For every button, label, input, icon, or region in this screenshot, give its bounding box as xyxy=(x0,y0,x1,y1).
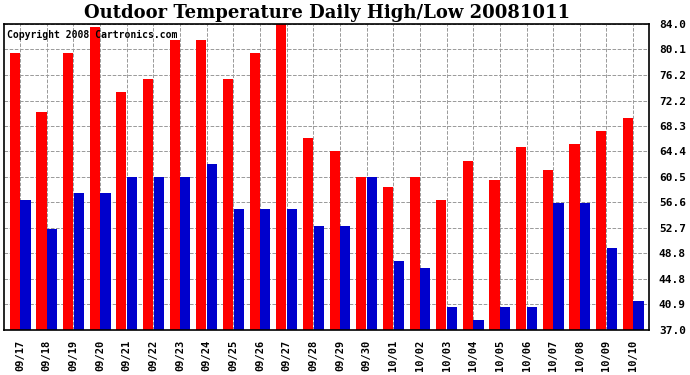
Bar xyxy=(170,40,180,330)
Bar xyxy=(367,177,377,330)
Bar xyxy=(303,138,313,330)
Bar xyxy=(569,144,580,330)
Bar xyxy=(223,79,233,330)
Bar xyxy=(393,261,404,330)
Bar xyxy=(313,226,324,330)
Bar xyxy=(607,249,617,330)
Bar xyxy=(90,27,100,330)
Bar xyxy=(100,193,110,330)
Bar xyxy=(127,177,137,330)
Bar xyxy=(447,307,457,330)
Bar xyxy=(250,53,259,330)
Bar xyxy=(154,177,164,330)
Bar xyxy=(489,180,500,330)
Bar xyxy=(543,170,553,330)
Bar xyxy=(633,300,644,330)
Bar xyxy=(330,151,339,330)
Bar xyxy=(37,112,46,330)
Bar xyxy=(207,164,217,330)
Bar xyxy=(463,160,473,330)
Bar xyxy=(473,320,484,330)
Bar xyxy=(420,268,431,330)
Text: Copyright 2008 Cartronics.com: Copyright 2008 Cartronics.com xyxy=(8,30,178,40)
Bar xyxy=(383,186,393,330)
Bar xyxy=(596,131,607,330)
Bar xyxy=(410,177,420,330)
Bar xyxy=(580,203,590,330)
Bar xyxy=(516,147,526,330)
Bar xyxy=(276,21,286,330)
Bar xyxy=(63,53,73,330)
Bar xyxy=(197,40,206,330)
Bar xyxy=(553,203,564,330)
Bar xyxy=(117,92,126,330)
Bar xyxy=(526,307,537,330)
Bar xyxy=(180,177,190,330)
Bar xyxy=(21,200,30,330)
Bar xyxy=(234,209,244,330)
Bar xyxy=(356,177,366,330)
Bar xyxy=(47,229,57,330)
Bar xyxy=(436,200,446,330)
Bar xyxy=(340,226,351,330)
Bar xyxy=(287,209,297,330)
Bar xyxy=(623,118,633,330)
Bar xyxy=(260,209,270,330)
Title: Outdoor Temperature Daily High/Low 20081011: Outdoor Temperature Daily High/Low 20081… xyxy=(83,4,570,22)
Bar xyxy=(143,79,153,330)
Bar xyxy=(10,53,20,330)
Bar xyxy=(74,193,84,330)
Bar xyxy=(500,307,511,330)
